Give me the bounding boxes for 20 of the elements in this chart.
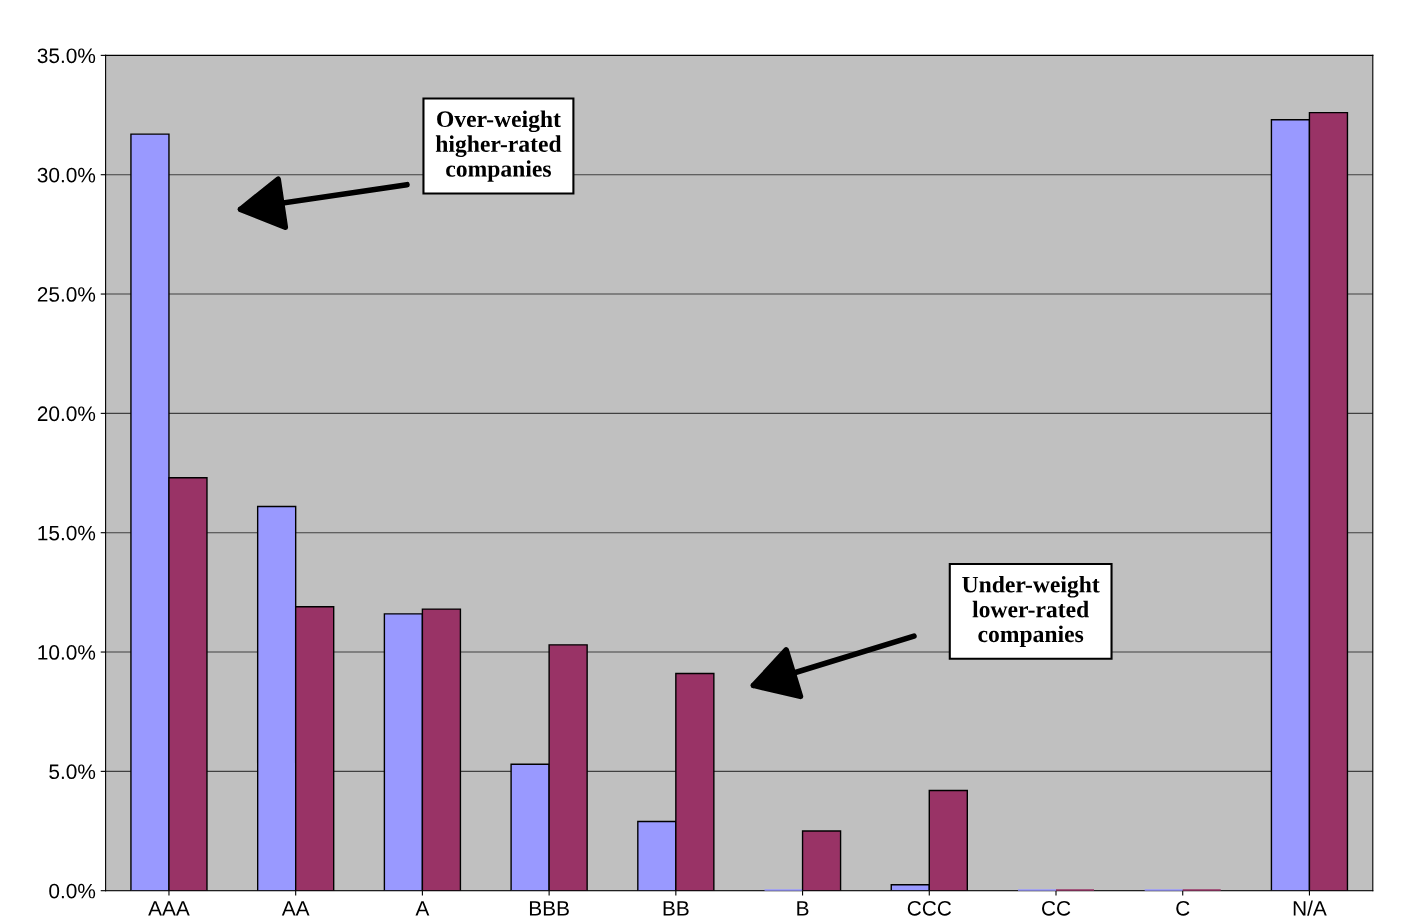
y-tick-label: 30.0%	[37, 167, 96, 183]
x-tick-label: B	[797, 901, 809, 916]
annotation: Under-weight lower-rated companies	[962, 575, 1100, 647]
y-tick-label: 35.0%	[37, 48, 96, 64]
y-tick-label: 5.0%	[49, 764, 96, 780]
y-tick-label: 20.0%	[37, 406, 96, 422]
x-tick-label: CC	[1042, 900, 1071, 916]
y-tick-label: 15.0%	[38, 525, 96, 541]
x-tick-label: AAA	[148, 901, 190, 916]
x-tick-label: N/A	[1293, 900, 1327, 916]
y-tick-label: 10.0%	[38, 645, 96, 660]
x-tick-label: BB	[663, 901, 689, 916]
annotation: Over-weight higher-rated companies	[435, 110, 562, 182]
y-tick-label: 25.0%	[37, 287, 96, 302]
x-tick-label: C	[1176, 900, 1190, 916]
y-tick-label: 0.0%	[49, 883, 96, 899]
x-tick-label: A	[415, 901, 430, 916]
x-tick-label: AA	[281, 901, 310, 916]
x-tick-label: CCC	[907, 900, 952, 916]
x-tick-label: BBB	[529, 901, 569, 916]
